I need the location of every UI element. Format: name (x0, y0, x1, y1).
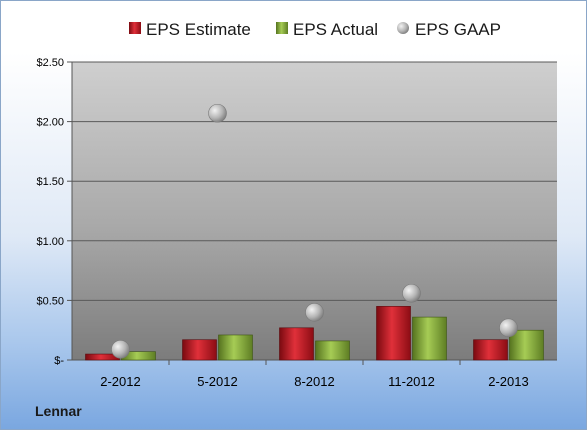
y-tick-label: $2.00 (36, 117, 64, 129)
y-tick-label: $2.50 (36, 57, 64, 69)
legend: EPS Estimate EPS Actual EPS GAAP (129, 20, 501, 39)
y-tick-label: $1.50 (36, 176, 64, 188)
bar-eps-actual (509, 329, 544, 361)
marker-eps-gaap (402, 283, 421, 303)
x-tick-label: 8-2012 (294, 374, 334, 389)
x-tick-label: 2-2012 (100, 374, 140, 389)
bar-eps-estimate (279, 327, 314, 361)
bars (85, 306, 544, 361)
bar-eps-estimate (473, 339, 508, 361)
bar-eps-actual (315, 340, 350, 361)
marker-eps-gaap (111, 339, 130, 359)
x-tick-label: 2-2013 (488, 374, 528, 389)
bar-eps-actual (218, 334, 253, 361)
y-tick-label: $- (54, 355, 64, 367)
gridlines (72, 61, 557, 301)
legend-label-eps-actual: EPS Actual (293, 20, 378, 39)
company-label: Lennar (35, 403, 82, 419)
legend-swatch-eps-actual (276, 22, 288, 34)
bar-eps-actual (412, 316, 447, 361)
x-tick-label: 11-2012 (388, 374, 435, 389)
legend-label-eps-gaap: EPS GAAP (415, 20, 501, 39)
y-tick-label: $1.00 (36, 236, 64, 248)
marker-eps-gaap (499, 318, 518, 338)
bar-eps-estimate (182, 339, 217, 361)
gaap-markers (111, 103, 518, 359)
x-axis: 2-2012 5-2012 8-2012 11-2012 2-2013 (72, 359, 557, 389)
x-tick-label: 5-2012 (197, 374, 237, 389)
legend-swatch-eps-estimate (129, 22, 141, 34)
legend-label-eps-estimate: EPS Estimate (146, 20, 251, 39)
legend-swatch-eps-gaap (397, 22, 409, 34)
y-axis: $- $0.50 $1.00 $1.50 $2.00 $2.50 (36, 57, 73, 367)
bar-eps-estimate (376, 306, 411, 361)
y-tick-label: $0.50 (36, 295, 64, 307)
marker-eps-gaap (208, 103, 227, 123)
marker-eps-gaap (305, 303, 324, 322)
